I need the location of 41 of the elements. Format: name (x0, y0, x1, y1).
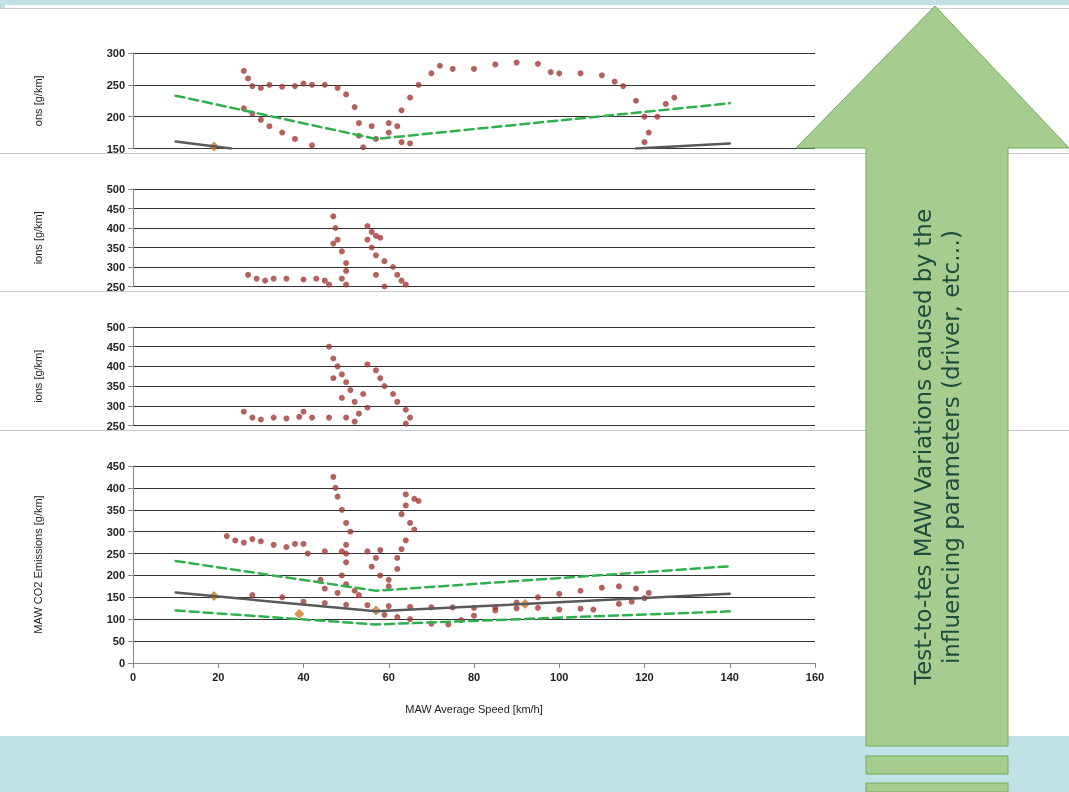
y-axis-title: MAW CO2 Emissions [g/km] (31, 495, 44, 634)
y-tick-label: 300 (106, 261, 125, 273)
x-tick-label: 60 (382, 670, 395, 683)
y-tick-label: 500 (106, 321, 125, 333)
text: Test-to-tes MAW Variations caused by the influencing parameters (driver, etc…) (909, 207, 965, 688)
y-tick-label: 250 (106, 280, 125, 293)
x-tick-label: 140 (720, 670, 739, 683)
y-tick-label: 300 (106, 525, 125, 538)
y-axis-title: ons [g/km] (31, 75, 44, 127)
y-tick-label: 150 (106, 591, 125, 604)
x-tick-label: 20 (212, 670, 225, 683)
y-tick-label: 450 (106, 340, 125, 353)
y-axis-title: ions [g/km] (31, 349, 44, 403)
y-tick-label: 200 (106, 110, 125, 123)
y-tick-label: 450 (106, 202, 125, 215)
x-tick-label: 80 (467, 670, 481, 683)
y-tick-label: 350 (106, 503, 125, 516)
x-tick-label: 100 (550, 670, 569, 683)
y-tick-label: 400 (106, 222, 125, 234)
y-axis-title: ions [g/km] (31, 211, 44, 265)
y-tick-label: 50 (112, 635, 125, 648)
x-axis-title: MAW Average Speed [km/h] (405, 702, 543, 715)
x-tick-label: 120 (635, 670, 654, 683)
y-tick-label: 400 (106, 360, 125, 373)
y-tick-label: 300 (106, 47, 125, 59)
y-tick-label: 400 (106, 481, 125, 494)
y-tick-label: 200 (106, 569, 125, 582)
x-tick-label: 40 (297, 670, 310, 683)
y-tick-label: 350 (106, 380, 125, 393)
y-tick-label: 0 (118, 657, 125, 669)
y-tick-label: 450 (106, 460, 125, 472)
x-tick-label: 0 (129, 670, 137, 683)
y-tick-label: 150 (106, 142, 125, 155)
y-tick-label: 250 (106, 78, 125, 91)
y-tick-label: 300 (106, 399, 125, 412)
y-tick-label: 350 (106, 241, 125, 254)
y-tick-label: 500 (106, 183, 125, 195)
y-tick-label: 250 (106, 419, 125, 432)
y-tick-label: 100 (106, 613, 125, 626)
y-tick-label: 250 (106, 547, 125, 560)
x-tick-label: 160 (805, 670, 825, 683)
